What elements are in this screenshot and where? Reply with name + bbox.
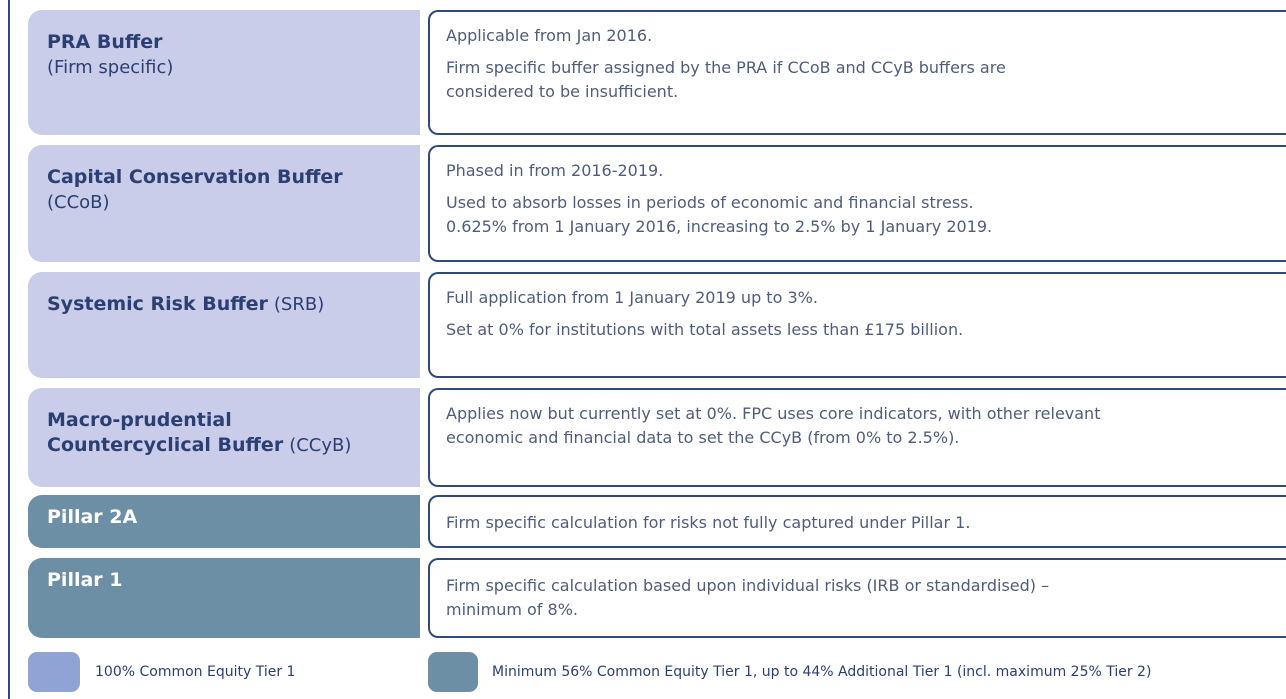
row-note: (CCoB) xyxy=(47,192,110,213)
row-note: (SRB) xyxy=(273,294,325,315)
text-line: Full application from 1 January 2019 up … xyxy=(446,288,818,307)
left-rule xyxy=(8,0,10,699)
paragraph: Set at 0% for institutions with total as… xyxy=(446,318,1286,342)
row-note: (CCyB) xyxy=(289,435,352,456)
paragraph: Firm specific calculation for risks not … xyxy=(446,511,1286,535)
row-label: Capital Conservation Buffer (CCoB) xyxy=(28,145,420,262)
row-description: Firm specific calculation based upon ind… xyxy=(428,558,1286,638)
row-title: Pillar 1 xyxy=(47,569,123,591)
row-description: Phased in from 2016-2019. Used to absorb … xyxy=(428,145,1286,262)
row-title: Countercyclical Buffer xyxy=(47,434,284,456)
row-title: Capital Conservation Buffer xyxy=(47,166,343,188)
row-title: PRA Buffer xyxy=(47,31,163,53)
text-line: considered to be insufficient. xyxy=(446,82,679,101)
text-line: Applies now but currently set at 0%. FPC… xyxy=(446,404,1101,423)
paragraph: Used to absorb losses in periods of econ… xyxy=(446,191,1286,239)
row-description: Applicable from Jan 2016. Firm specific b… xyxy=(428,10,1286,135)
text-line: Phased in from 2016-2019. xyxy=(446,161,664,180)
paragraph: Firm specific calculation based upon ind… xyxy=(446,574,1286,622)
text-line: Used to absorb losses in periods of econ… xyxy=(446,193,974,212)
paragraph: Firm specific buffer assigned by the PRA… xyxy=(446,56,1286,104)
paragraph: Phased in from 2016-2019. xyxy=(446,159,1286,183)
row-title: Pillar 2A xyxy=(47,506,138,528)
row-label: PRA Buffer (Firm specific) xyxy=(28,10,420,135)
row-title: Systemic Risk Buffer xyxy=(47,293,268,315)
legend-swatch xyxy=(28,652,80,692)
legend-label: 100% Common Equity Tier 1 xyxy=(95,664,296,680)
legend-swatch xyxy=(428,652,478,692)
text-line: Firm specific calculation for risks not … xyxy=(446,513,971,532)
text-line: Set at 0% for institutions with total as… xyxy=(446,320,964,339)
row-description: Full application from 1 January 2019 up … xyxy=(428,272,1286,378)
paragraph: Applicable from Jan 2016. xyxy=(446,24,1286,48)
row-description: Applies now but currently set at 0%. FPC… xyxy=(428,388,1286,487)
paragraph: Full application from 1 January 2019 up … xyxy=(446,286,1286,310)
row-label: Pillar 2A xyxy=(28,495,420,548)
text-line: 0.625% from 1 January 2016, increasing t… xyxy=(446,217,993,236)
text-line: minimum of 8%. xyxy=(446,600,578,619)
text-line: Firm specific calculation based upon ind… xyxy=(446,576,1050,595)
text-line: Applicable from Jan 2016. xyxy=(446,26,653,45)
legend-label: Minimum 56% Common Equity Tier 1, up to … xyxy=(492,664,1152,680)
row-description: Firm specific calculation for risks not … xyxy=(428,495,1286,548)
row-note: (Firm specific) xyxy=(47,57,174,78)
text-line: Firm specific buffer assigned by the PRA… xyxy=(446,58,1006,77)
paragraph: Applies now but currently set at 0%. FPC… xyxy=(446,402,1286,450)
row-label: Pillar 1 xyxy=(28,558,420,638)
row-label: Systemic Risk Buffer (SRB) xyxy=(28,272,420,378)
row-title: Macro-prudential xyxy=(47,409,232,431)
row-label: Macro-prudential Countercyclical Buffer (C… xyxy=(28,388,420,487)
text-line: economic and financial data to set the C… xyxy=(446,428,960,447)
